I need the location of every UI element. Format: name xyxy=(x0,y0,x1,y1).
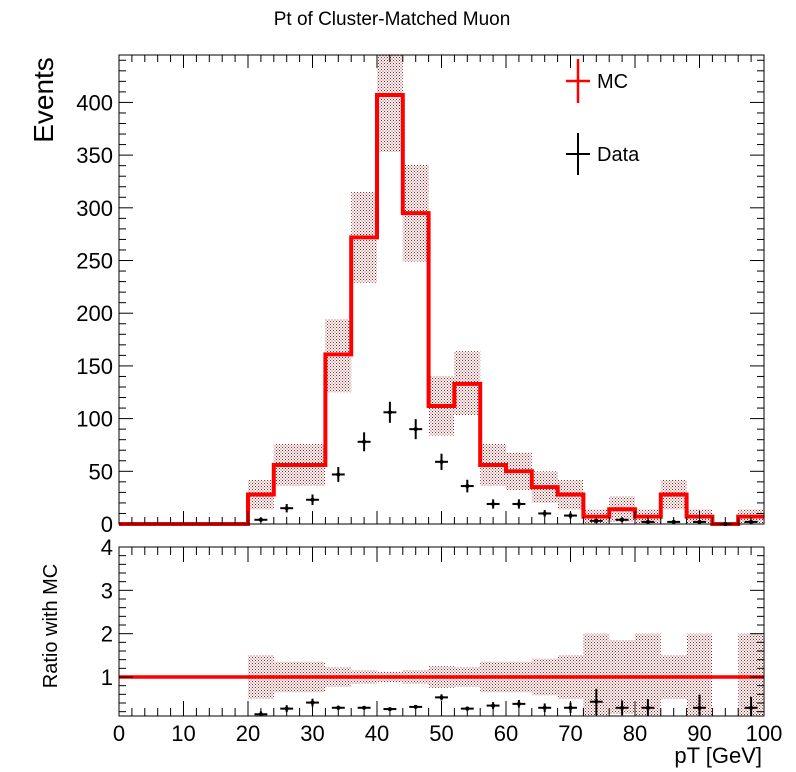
x-tick-label: 100 xyxy=(746,721,783,746)
x-tick-label: 30 xyxy=(300,721,324,746)
legend-entry-mc: MC xyxy=(566,59,628,103)
top-pad: 0 50 100 150 200 250 300 350 400 Events MC Data xyxy=(28,54,765,537)
data-point xyxy=(460,479,474,493)
y-axis-title-events: Events xyxy=(28,57,59,143)
ratio-point xyxy=(512,699,526,708)
y-axis-title-ratio: Ratio with MC xyxy=(40,564,62,688)
x-tick-label: 10 xyxy=(171,721,195,746)
ratio-y-tick-label: 2 xyxy=(101,622,113,647)
y-tick-label: 100 xyxy=(76,407,113,432)
data-point xyxy=(331,467,345,482)
x-tick-label: 50 xyxy=(429,721,453,746)
y-tick-label: 250 xyxy=(76,249,113,274)
mc-error-band-bin xyxy=(377,55,403,152)
x-tick-label: 20 xyxy=(236,721,260,746)
x-tick-label: 80 xyxy=(623,721,647,746)
data-point xyxy=(512,499,526,509)
mc-step-line xyxy=(119,93,764,526)
data-point xyxy=(357,432,371,452)
legend-label-data: Data xyxy=(597,144,640,166)
ratio-point xyxy=(435,694,448,701)
x-tick-label: 70 xyxy=(558,721,582,746)
legend-entry-data: Data xyxy=(566,133,640,175)
x-tick-label: 0 xyxy=(113,721,125,746)
x-tick-label: 40 xyxy=(365,721,389,746)
data-point xyxy=(486,499,500,509)
y-tick-label: 0 xyxy=(101,512,113,537)
data-points-ratio xyxy=(254,688,758,717)
data-point xyxy=(435,453,448,470)
legend: MC Data xyxy=(566,59,640,175)
ratio-point xyxy=(486,702,500,710)
data-point xyxy=(280,503,294,513)
ratio-y-tick-label: 1 xyxy=(101,665,113,690)
top-axes: 0 50 100 150 200 250 300 350 400 xyxy=(76,55,765,537)
data-point xyxy=(383,401,397,423)
y-tick-label: 300 xyxy=(76,196,113,221)
x-tick-label: 90 xyxy=(687,721,711,746)
data-point xyxy=(306,494,319,506)
top-frame xyxy=(118,54,765,525)
y-tick-label: 50 xyxy=(89,459,113,484)
legend-label-mc: MC xyxy=(597,71,628,93)
mc-histogram xyxy=(119,93,764,526)
y-tick-label: 200 xyxy=(76,301,113,326)
y-tick-label: 150 xyxy=(76,354,113,379)
x-tick-label: 60 xyxy=(494,721,518,746)
chart-title: Pt of Cluster-Matched Muon xyxy=(274,9,511,30)
ratio-y-tick-label: 3 xyxy=(101,578,113,603)
ratio-y-tick-label: 4 xyxy=(101,535,113,560)
x-axis-title: pT [GeV] xyxy=(674,743,762,768)
data-point xyxy=(538,510,552,517)
data-point xyxy=(409,419,423,440)
y-tick-label: 350 xyxy=(76,143,113,168)
y-tick-label: 400 xyxy=(76,90,113,115)
ratio-point xyxy=(331,705,345,710)
